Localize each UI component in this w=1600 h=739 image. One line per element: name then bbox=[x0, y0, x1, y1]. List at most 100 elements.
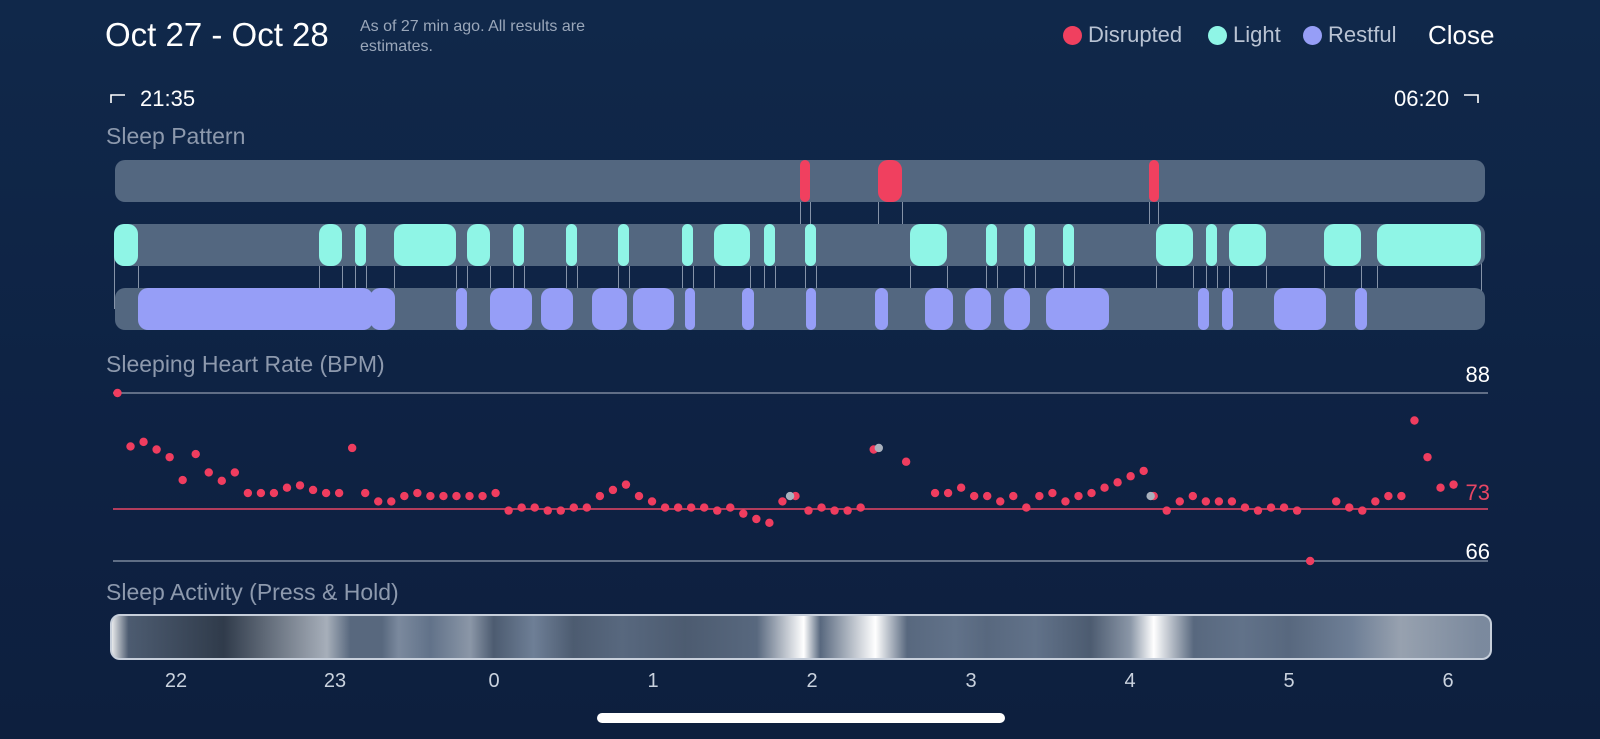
restful-segment bbox=[1198, 288, 1210, 330]
heart-rate-point bbox=[1358, 506, 1367, 515]
tick-label: 6 bbox=[1442, 670, 1454, 692]
transition-line bbox=[629, 245, 631, 309]
legend-item-restful: Restful bbox=[1303, 22, 1396, 48]
restful-segment bbox=[1045, 288, 1110, 330]
heart-rate-point bbox=[1139, 466, 1148, 476]
light-segment bbox=[1155, 224, 1193, 266]
heart-rate-point bbox=[543, 506, 552, 515]
transition-line bbox=[576, 245, 578, 309]
transition-line bbox=[114, 245, 116, 309]
heart-rate-point bbox=[856, 503, 865, 512]
heart-rate-point bbox=[996, 497, 1005, 506]
heart-rate-point bbox=[530, 503, 539, 512]
heart-rate-point bbox=[1384, 491, 1393, 501]
heart-rate-point bbox=[1048, 488, 1057, 498]
heart-rate-point bbox=[699, 503, 709, 512]
heart-rate-point bbox=[334, 488, 344, 498]
restful-segment bbox=[633, 288, 674, 330]
max-label: 88 bbox=[1466, 362, 1490, 387]
heart-rate-point bbox=[1035, 491, 1044, 501]
disrupted-dot-icon bbox=[1063, 25, 1082, 45]
heart-rate-point bbox=[621, 480, 631, 489]
disrupted-segment bbox=[1148, 160, 1159, 202]
restful-segment bbox=[1221, 288, 1233, 330]
restful-track bbox=[115, 288, 1485, 330]
heart-rate-point bbox=[1175, 497, 1184, 506]
heart-rate-point bbox=[956, 483, 966, 492]
restful-segment bbox=[925, 288, 954, 330]
transition-line bbox=[365, 245, 367, 309]
heart-rate-point bbox=[1436, 483, 1445, 492]
home-indicator[interactable] bbox=[597, 713, 1005, 723]
transition-line bbox=[1062, 245, 1064, 309]
heart-rate-point bbox=[426, 491, 435, 501]
transition-line bbox=[355, 245, 357, 309]
heart-rate-point bbox=[930, 488, 940, 498]
heart-rate-point bbox=[582, 503, 592, 512]
transition-line bbox=[318, 245, 320, 309]
light-segment bbox=[805, 224, 817, 266]
light-segment bbox=[713, 224, 751, 266]
heart-rate-point bbox=[1126, 472, 1135, 481]
light-segment bbox=[1062, 224, 1074, 266]
heart-rate-point bbox=[1087, 488, 1096, 498]
light-segment bbox=[318, 224, 343, 266]
transition-line bbox=[764, 245, 766, 309]
transition-line bbox=[467, 245, 469, 309]
sleep-activity-bar[interactable] bbox=[110, 614, 1492, 660]
restful-segment bbox=[1274, 288, 1326, 330]
transition-line bbox=[1148, 181, 1150, 245]
transition-line bbox=[1073, 245, 1075, 309]
tick-label: 4 bbox=[1124, 670, 1136, 692]
light-segment bbox=[467, 224, 491, 266]
end-time: 06:20 bbox=[1394, 86, 1479, 112]
heart-rate-point bbox=[191, 449, 200, 459]
transition-line bbox=[750, 245, 752, 309]
heart-rate-point bbox=[1009, 491, 1018, 501]
light-segment bbox=[355, 224, 366, 266]
heart-rate-point bbox=[726, 503, 735, 512]
transition-line bbox=[902, 181, 904, 245]
light-segment bbox=[1228, 224, 1267, 266]
heart-rate-point bbox=[713, 506, 722, 515]
heart-rate-point bbox=[901, 457, 911, 466]
heart-rate-point bbox=[308, 485, 318, 495]
tick-label: 3 bbox=[965, 670, 977, 692]
transition-line bbox=[618, 245, 620, 309]
heart-rate-point bbox=[1214, 497, 1224, 506]
heart-rate-point bbox=[465, 491, 474, 501]
transition-line bbox=[512, 245, 514, 309]
transition-line bbox=[393, 245, 395, 309]
min-label: 66 bbox=[1466, 539, 1490, 564]
heart-rate-point bbox=[491, 488, 500, 498]
transition-line bbox=[455, 245, 457, 309]
close-button[interactable]: Close bbox=[1428, 20, 1495, 50]
light-segment bbox=[764, 224, 776, 266]
light-segment bbox=[618, 224, 630, 266]
restful-segment bbox=[592, 288, 628, 330]
heart-rate-point bbox=[1305, 556, 1315, 566]
transition-line bbox=[986, 245, 988, 309]
heart-rate-point bbox=[217, 476, 226, 486]
transition-line bbox=[1481, 245, 1483, 309]
start-time: 21:35 bbox=[110, 86, 195, 112]
heart-rate-point bbox=[152, 445, 161, 454]
transition-line bbox=[997, 245, 999, 309]
tick-label: 22 bbox=[164, 670, 188, 692]
heart-rate-point bbox=[1253, 506, 1263, 515]
heart-rate-point bbox=[556, 506, 565, 515]
heart-rate-point bbox=[243, 488, 253, 498]
heart-rate-point bbox=[1061, 497, 1070, 506]
restful-segment bbox=[684, 288, 695, 330]
heart-rate-point bbox=[347, 443, 357, 453]
transition-line bbox=[1376, 245, 1378, 309]
transition-line bbox=[1228, 245, 1230, 309]
tick-label: 5 bbox=[1283, 670, 1295, 692]
heart-rate-point bbox=[165, 452, 174, 462]
transition-line bbox=[342, 245, 344, 309]
heart-rate-point bbox=[843, 506, 852, 515]
heart-rate-point bbox=[1371, 497, 1380, 506]
heart-rate-point bbox=[1201, 497, 1211, 506]
light-segment bbox=[512, 224, 524, 266]
restful-segment bbox=[1003, 288, 1030, 330]
